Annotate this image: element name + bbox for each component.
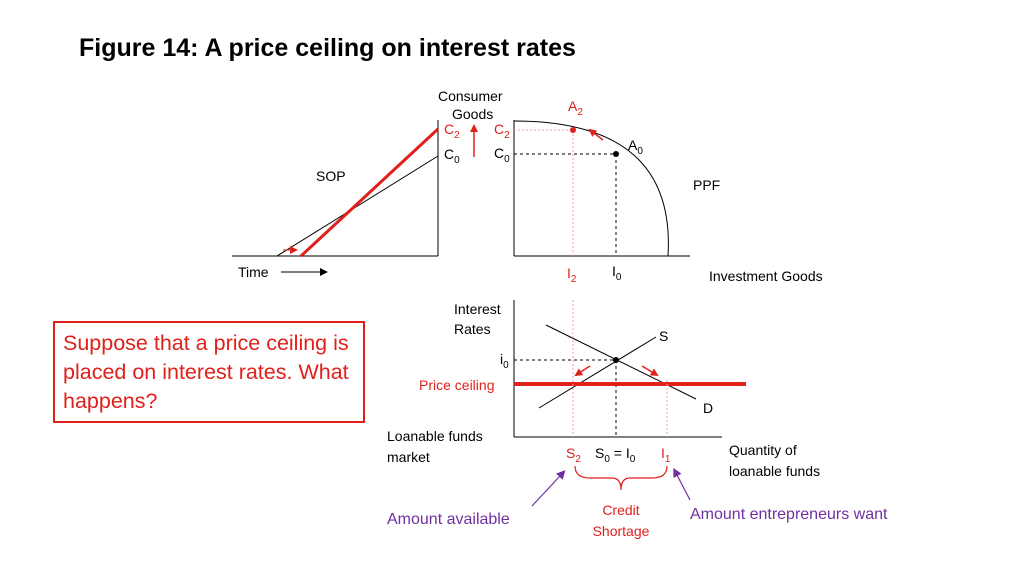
ppf-panel: Consumer Goods A2 A0 C2 C0 PPF I2 I0 Inv… [438, 88, 823, 285]
point-a2 [570, 127, 576, 133]
shortage-brace [574, 465, 668, 491]
sop-c2-label: C2 [444, 121, 460, 141]
supply-move-arrow [574, 365, 591, 377]
demand-label: D [703, 400, 713, 416]
sop-panel: SOP C2 C0 Time [232, 120, 478, 280]
ppf-curve [513, 120, 669, 257]
shortage-label-1: Credit [602, 502, 639, 518]
question-callout: Suppose that a price ceiling is placed o… [53, 321, 365, 423]
lf-panel: Interest Rates S D i0 Price ceiling Loan… [387, 300, 888, 539]
time-axis-label: Time [238, 264, 269, 280]
sop-new-line [299, 127, 440, 258]
ppf-c2-label: C2 [494, 121, 510, 141]
ppf-c0-label: C0 [494, 145, 510, 165]
ppf-x-label: Investment Goods [709, 268, 823, 284]
supply-label: S [659, 328, 668, 344]
lf-market-label-1: Loanable funds [387, 428, 483, 444]
price-ceiling-label: Price ceiling [419, 377, 494, 393]
figure-title: Figure 14: A price ceiling on interest r… [79, 34, 576, 62]
amount-wanted-label: Amount entrepreneurs want [690, 506, 888, 523]
lf-x-label-1: Quantity of [729, 442, 797, 458]
a0-label: A0 [628, 137, 643, 157]
ppf-y-label-1: Consumer [438, 88, 503, 104]
amount-available-label: Amount available [387, 511, 510, 528]
s2-label: S2 [566, 445, 581, 465]
point-a0 [613, 151, 619, 157]
sop-c0-label: C0 [444, 146, 460, 166]
available-arrow [531, 470, 566, 507]
wanted-arrow [673, 467, 691, 501]
supply-line [538, 336, 657, 409]
ppf-y-label-2: Goods [452, 106, 493, 122]
s0-i0-label: S0 = I0 [595, 445, 636, 465]
lf-i0-label: i0 [500, 351, 509, 371]
demand-line [545, 324, 697, 400]
a2-label: A2 [568, 98, 583, 118]
lf-y-label-2: Rates [454, 321, 491, 337]
sop-label: SOP [316, 168, 346, 184]
sop-original-line [276, 155, 439, 257]
ppf-curve-label: PPF [693, 177, 720, 193]
shortage-label-2: Shortage [593, 523, 650, 539]
i1-label: I1 [661, 445, 671, 465]
demand-move-arrow [641, 365, 659, 377]
ppf-move-arrow [588, 128, 604, 141]
i2-label: I2 [567, 265, 577, 285]
lf-x-label-2: loanable funds [729, 463, 820, 479]
lf-market-label-2: market [387, 449, 430, 465]
lf-y-label-1: Interest [454, 301, 501, 317]
i0-label: I0 [612, 263, 622, 283]
